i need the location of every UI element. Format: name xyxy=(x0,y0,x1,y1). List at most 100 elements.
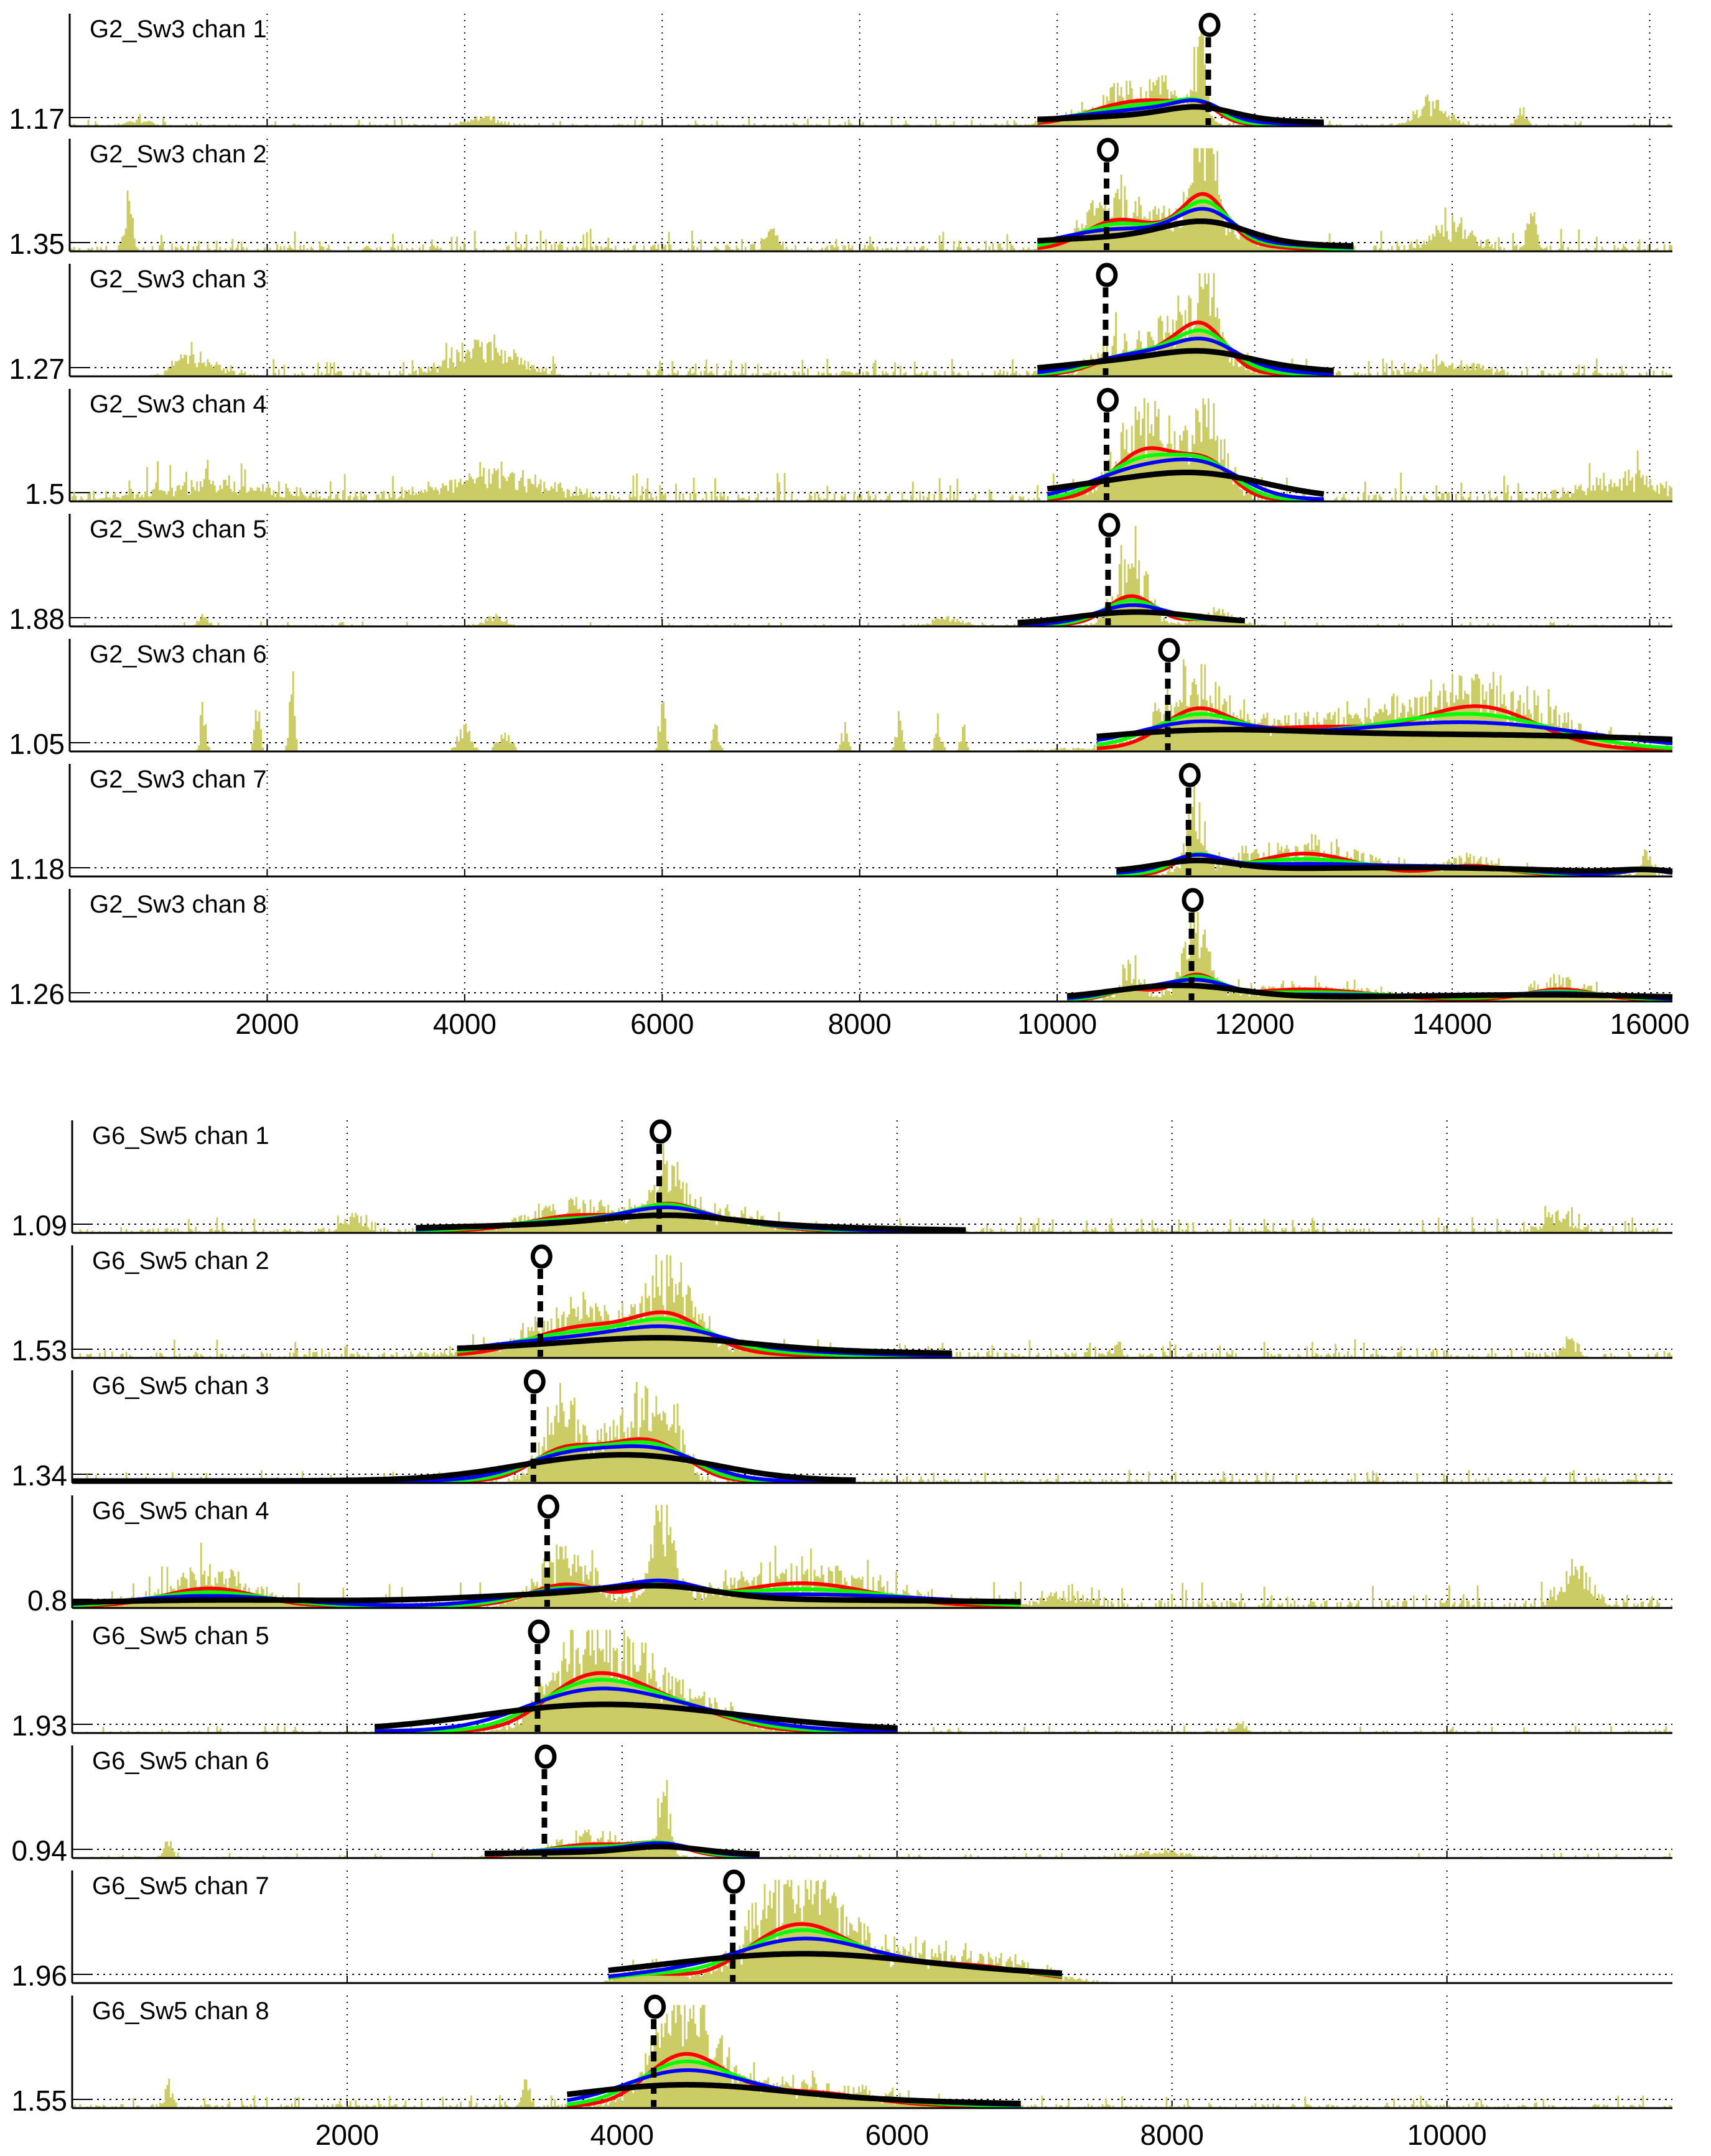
y-tick-label: 0.94 xyxy=(11,1834,67,1867)
histogram-area xyxy=(70,909,1672,1001)
panel-title: G2_Sw3 chan 6 xyxy=(90,641,267,668)
histogram-area xyxy=(70,23,1672,126)
y-tick-label: 1.18 xyxy=(9,853,65,885)
y-tick-label: 1.53 xyxy=(11,1334,67,1367)
panel-title: G6_Sw5 chan 2 xyxy=(92,1247,269,1275)
x-tick-label: 2000 xyxy=(235,1008,299,1040)
onset-marker-circle xyxy=(1096,263,1118,287)
fit-curve-black xyxy=(607,1951,1063,1976)
fit-curve-black xyxy=(566,2081,1022,2107)
panel: G6_Sw5 chan 5 1.93 xyxy=(11,1619,1672,1742)
panel: G2_Sw3 chan 2 1.35 xyxy=(9,137,1672,260)
onset-marker-circle xyxy=(644,1994,666,2019)
panel-title: G6_Sw5 chan 5 xyxy=(92,1622,269,1650)
panel-title: G6_Sw5 chan 3 xyxy=(92,1372,269,1400)
histogram-area xyxy=(72,1141,1672,1233)
fit-curve-black xyxy=(373,1701,898,1731)
onset-marker-circle xyxy=(1182,888,1204,913)
onset-marker-circle xyxy=(1097,388,1119,412)
y-tick-label: 1.17 xyxy=(9,103,65,135)
histogram-area xyxy=(70,526,1672,626)
histogram-area xyxy=(72,1255,1672,1358)
histogram-area xyxy=(70,398,1672,501)
onset-marker-circle xyxy=(650,1119,672,1144)
fit-curve-black xyxy=(1066,982,1674,1000)
onset-marker-circle xyxy=(1158,638,1180,662)
fit-curve-black xyxy=(1015,609,1247,626)
onset-marker-circle xyxy=(530,1244,552,1269)
x-tick-label: 14000 xyxy=(1412,1008,1492,1040)
fit-curve-black xyxy=(482,1844,762,1857)
onset-marker-circle xyxy=(1097,137,1119,162)
fit-curve-blue xyxy=(1096,719,1673,746)
panel: G6_Sw5 chan 2 1.53 xyxy=(11,1244,1672,1367)
y-tick-label: 1.34 xyxy=(11,1459,67,1492)
panel-title: G2_Sw3 chan 7 xyxy=(90,766,267,793)
y-tick-label: 1.5 xyxy=(25,478,65,510)
fit-curve-black xyxy=(1035,104,1326,126)
panel: G2_Sw3 chan 5 1.88 xyxy=(9,513,1672,635)
onset-marker-circle xyxy=(1098,513,1121,537)
histogram-area xyxy=(70,148,1672,251)
fit-curve-black xyxy=(1096,727,1674,743)
onset-marker-circle xyxy=(534,1744,557,1769)
x-tick-label: 16000 xyxy=(1610,1008,1690,1040)
x-tick-label: 4000 xyxy=(433,1008,497,1040)
fit-curve-black xyxy=(72,1452,856,1484)
panel-title: G2_Sw3 chan 3 xyxy=(90,266,267,293)
fit-curve-black xyxy=(455,1335,953,1356)
panel: G2_Sw3 chan 7 1.18 xyxy=(9,763,1674,885)
onset-marker-circle xyxy=(723,1869,745,1894)
fit-curve-black xyxy=(1115,857,1674,875)
fit-curve-black xyxy=(1045,470,1326,497)
panel-title: G6_Sw5 chan 4 xyxy=(92,1497,269,1525)
panel: G6_Sw5 chan 7 1.96 xyxy=(11,1869,1672,1992)
panel-title: G2_Sw3 chan 4 xyxy=(90,391,267,418)
panel: G2_Sw3 chan 8 1.26 xyxy=(9,888,1674,1010)
fit-curve-green xyxy=(374,1678,897,1733)
onset-marker-circle xyxy=(528,1619,550,1644)
x-tick-label: 6000 xyxy=(865,2119,929,2151)
x-tick-label: 8000 xyxy=(828,1008,892,1040)
histogram-area xyxy=(70,773,1672,876)
x-tick-label: 10000 xyxy=(1017,1008,1097,1040)
histogram-area xyxy=(72,2005,1672,2108)
onset-marker-circle xyxy=(537,1494,559,1519)
panel: G2_Sw3 chan 3 1.27 xyxy=(9,263,1672,385)
fit-curve-black xyxy=(1035,348,1336,374)
x-tick-label: 8000 xyxy=(1140,2119,1204,2151)
panel-title: G6_Sw5 chan 6 xyxy=(92,1747,269,1775)
histogram-area xyxy=(72,1630,1672,1733)
fit-curve-black xyxy=(414,1212,967,1233)
panel-title: G2_Sw3 chan 5 xyxy=(90,516,267,543)
histogram-area xyxy=(70,659,1672,751)
y-tick-label: 1.88 xyxy=(9,603,65,635)
panel: G2_Sw3 chan 6 1.05 xyxy=(9,638,1674,760)
y-tick-label: 1.93 xyxy=(11,1709,67,1742)
histogram-area xyxy=(72,1780,1672,1858)
fit-curve-blue xyxy=(374,1686,897,1733)
x-tick-label: 12000 xyxy=(1215,1008,1295,1040)
x-tick-label: 2000 xyxy=(315,2119,379,2151)
panel: G2_Sw3 chan 1 1.17 xyxy=(9,12,1672,135)
panel-title: G6_Sw5 chan 7 xyxy=(92,1872,269,1900)
x-tick-label: 4000 xyxy=(590,2119,654,2151)
y-tick-label: 0.8 xyxy=(27,1584,67,1617)
histogram-area xyxy=(70,273,1672,376)
panel: G2_Sw3 chan 4 1.5 xyxy=(25,388,1672,510)
panel: G6_Sw5 chan 6 0.94 xyxy=(11,1744,1672,1867)
y-tick-label: 1.96 xyxy=(11,1959,67,1992)
panel: G6_Sw5 chan 4 0.8 xyxy=(27,1494,1672,1617)
y-tick-label: 1.55 xyxy=(11,2084,67,2117)
panel-title: G2_Sw3 chan 8 xyxy=(90,891,267,918)
y-tick-label: 1.05 xyxy=(9,728,65,760)
onset-marker-circle xyxy=(1198,12,1221,37)
y-tick-label: 1.26 xyxy=(9,978,65,1010)
panel-title: G6_Sw5 chan 8 xyxy=(92,1997,269,2025)
y-tick-label: 1.09 xyxy=(11,1209,67,1242)
x-tick-label: 10000 xyxy=(1407,2119,1487,2151)
y-tick-label: 1.27 xyxy=(9,353,65,385)
panel-title: G2_Sw3 chan 1 xyxy=(90,16,267,43)
